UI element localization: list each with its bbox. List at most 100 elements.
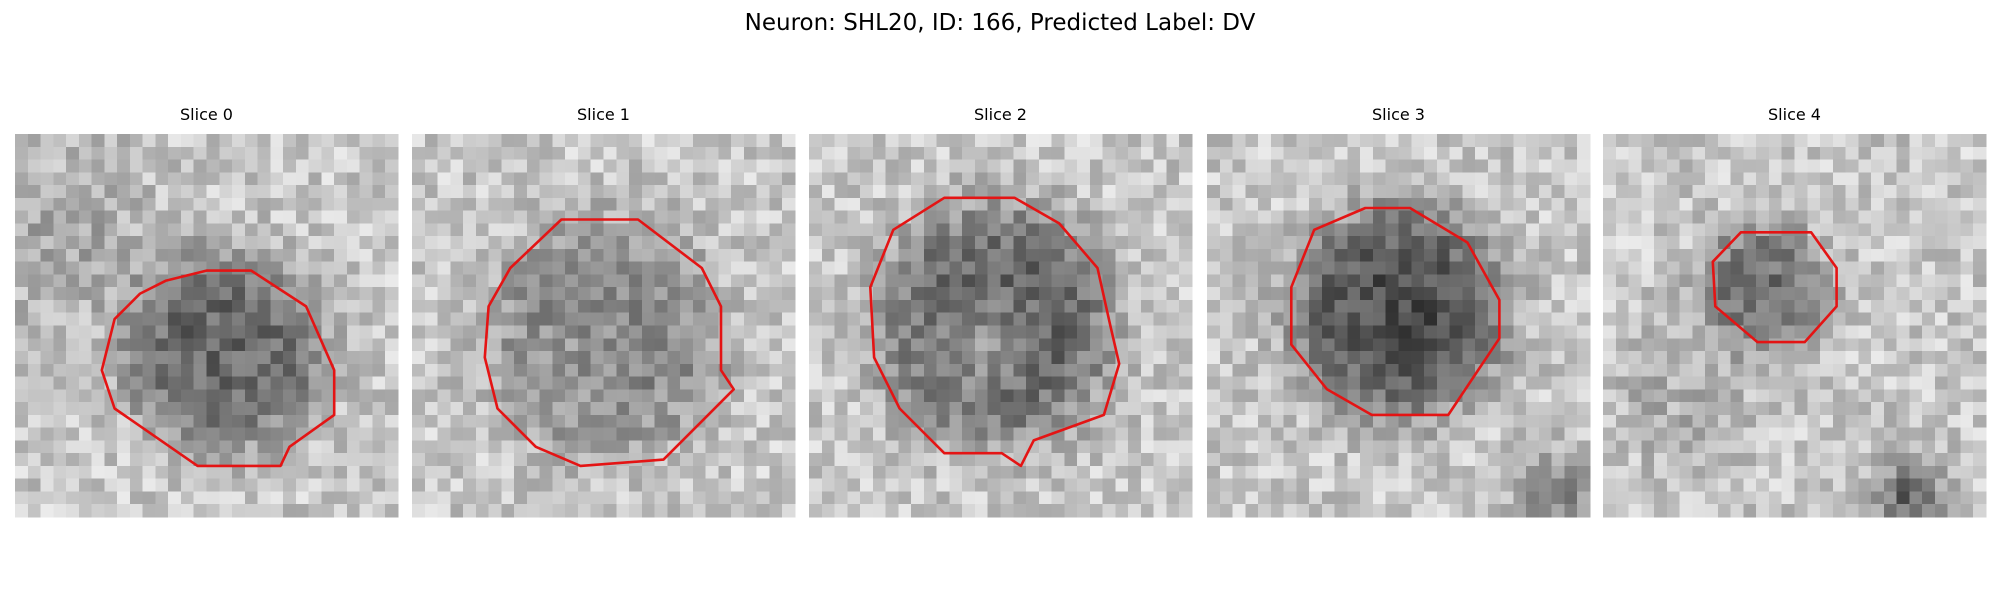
pixel — [15, 363, 29, 378]
pixel — [372, 465, 386, 480]
pixel — [1794, 261, 1808, 276]
pixel — [898, 427, 912, 441]
pixel — [1730, 146, 1745, 161]
pixel — [629, 427, 643, 441]
pixel — [565, 491, 579, 505]
pixel — [1832, 223, 1847, 237]
pixel — [911, 363, 925, 378]
pixel — [1538, 325, 1553, 339]
pixel — [743, 274, 758, 288]
pixel — [168, 376, 182, 390]
pixel — [488, 274, 502, 288]
pixel — [1692, 453, 1706, 467]
pixel — [1832, 351, 1847, 365]
pixel — [949, 172, 963, 186]
pixel — [577, 134, 592, 148]
pixel — [1372, 185, 1387, 199]
pixel — [1219, 351, 1234, 365]
pixel — [1679, 338, 1693, 352]
pixel — [847, 338, 861, 352]
pixel — [1654, 325, 1668, 339]
pixel — [1947, 453, 1962, 467]
pixel — [424, 440, 439, 454]
pixel — [577, 478, 592, 493]
pixel — [1347, 453, 1361, 467]
pixel — [1153, 491, 1168, 505]
pixel — [1922, 453, 1936, 467]
pixel — [577, 299, 592, 314]
pixel — [385, 197, 399, 212]
pixel — [565, 338, 579, 352]
pixel — [1743, 478, 1757, 493]
pixel — [463, 351, 477, 365]
pixel — [206, 427, 220, 441]
pixel — [501, 491, 515, 505]
pixel — [731, 453, 745, 467]
pixel — [1372, 389, 1387, 403]
pixel — [1577, 465, 1591, 480]
pixel — [718, 197, 732, 212]
pixel — [641, 185, 656, 199]
pixel — [385, 389, 399, 403]
pixel — [705, 134, 719, 148]
pixel — [1207, 478, 1221, 493]
pixel — [1321, 453, 1336, 467]
pixel — [539, 223, 554, 237]
pixel — [1462, 261, 1476, 276]
pixel — [577, 427, 592, 441]
pixel — [1487, 351, 1502, 365]
pixel — [270, 363, 284, 378]
pixel — [129, 172, 144, 186]
pixel — [1858, 223, 1872, 237]
pixel — [1347, 465, 1361, 480]
pixel — [15, 248, 29, 263]
pixel — [1334, 236, 1349, 250]
pixel — [1026, 491, 1040, 505]
pixel — [321, 134, 335, 148]
pixel — [603, 478, 617, 493]
pixel — [1858, 338, 1872, 352]
pixel — [629, 146, 643, 161]
pixel — [1705, 504, 1719, 518]
pixel — [629, 491, 643, 505]
pixel — [667, 389, 681, 403]
pixel — [1692, 223, 1706, 237]
pixel — [475, 248, 490, 263]
pixel — [1207, 453, 1221, 467]
pixel — [321, 491, 335, 505]
pixel — [603, 440, 617, 454]
pixel — [66, 491, 80, 505]
pixel — [936, 172, 951, 186]
pixel — [257, 402, 271, 416]
pixel — [718, 185, 732, 199]
pixel — [898, 197, 912, 212]
pixel — [1692, 351, 1706, 365]
pixel — [872, 504, 887, 518]
pixel — [1411, 440, 1425, 454]
pixel — [117, 427, 131, 441]
pixel — [1960, 223, 1974, 237]
pixel — [1756, 478, 1770, 493]
pixel — [1551, 453, 1566, 467]
pixel — [219, 465, 233, 480]
pixel — [1102, 223, 1116, 237]
pixel — [1603, 185, 1617, 199]
pixel — [526, 325, 541, 339]
pixel — [821, 185, 836, 199]
pixel — [949, 351, 963, 365]
pixel — [987, 146, 1002, 161]
pixel — [756, 338, 771, 352]
pixel — [1153, 402, 1168, 416]
pixel — [641, 427, 656, 441]
pixel — [987, 402, 1002, 416]
pixel — [629, 197, 643, 212]
pixel — [949, 210, 963, 224]
pixel — [1064, 312, 1078, 327]
pixel — [1934, 414, 1949, 429]
pixel — [911, 172, 925, 186]
pixel — [1245, 414, 1259, 429]
pixel — [1334, 414, 1349, 429]
pixel — [1270, 325, 1285, 339]
pixel — [1013, 261, 1027, 276]
pixel — [1128, 465, 1142, 480]
